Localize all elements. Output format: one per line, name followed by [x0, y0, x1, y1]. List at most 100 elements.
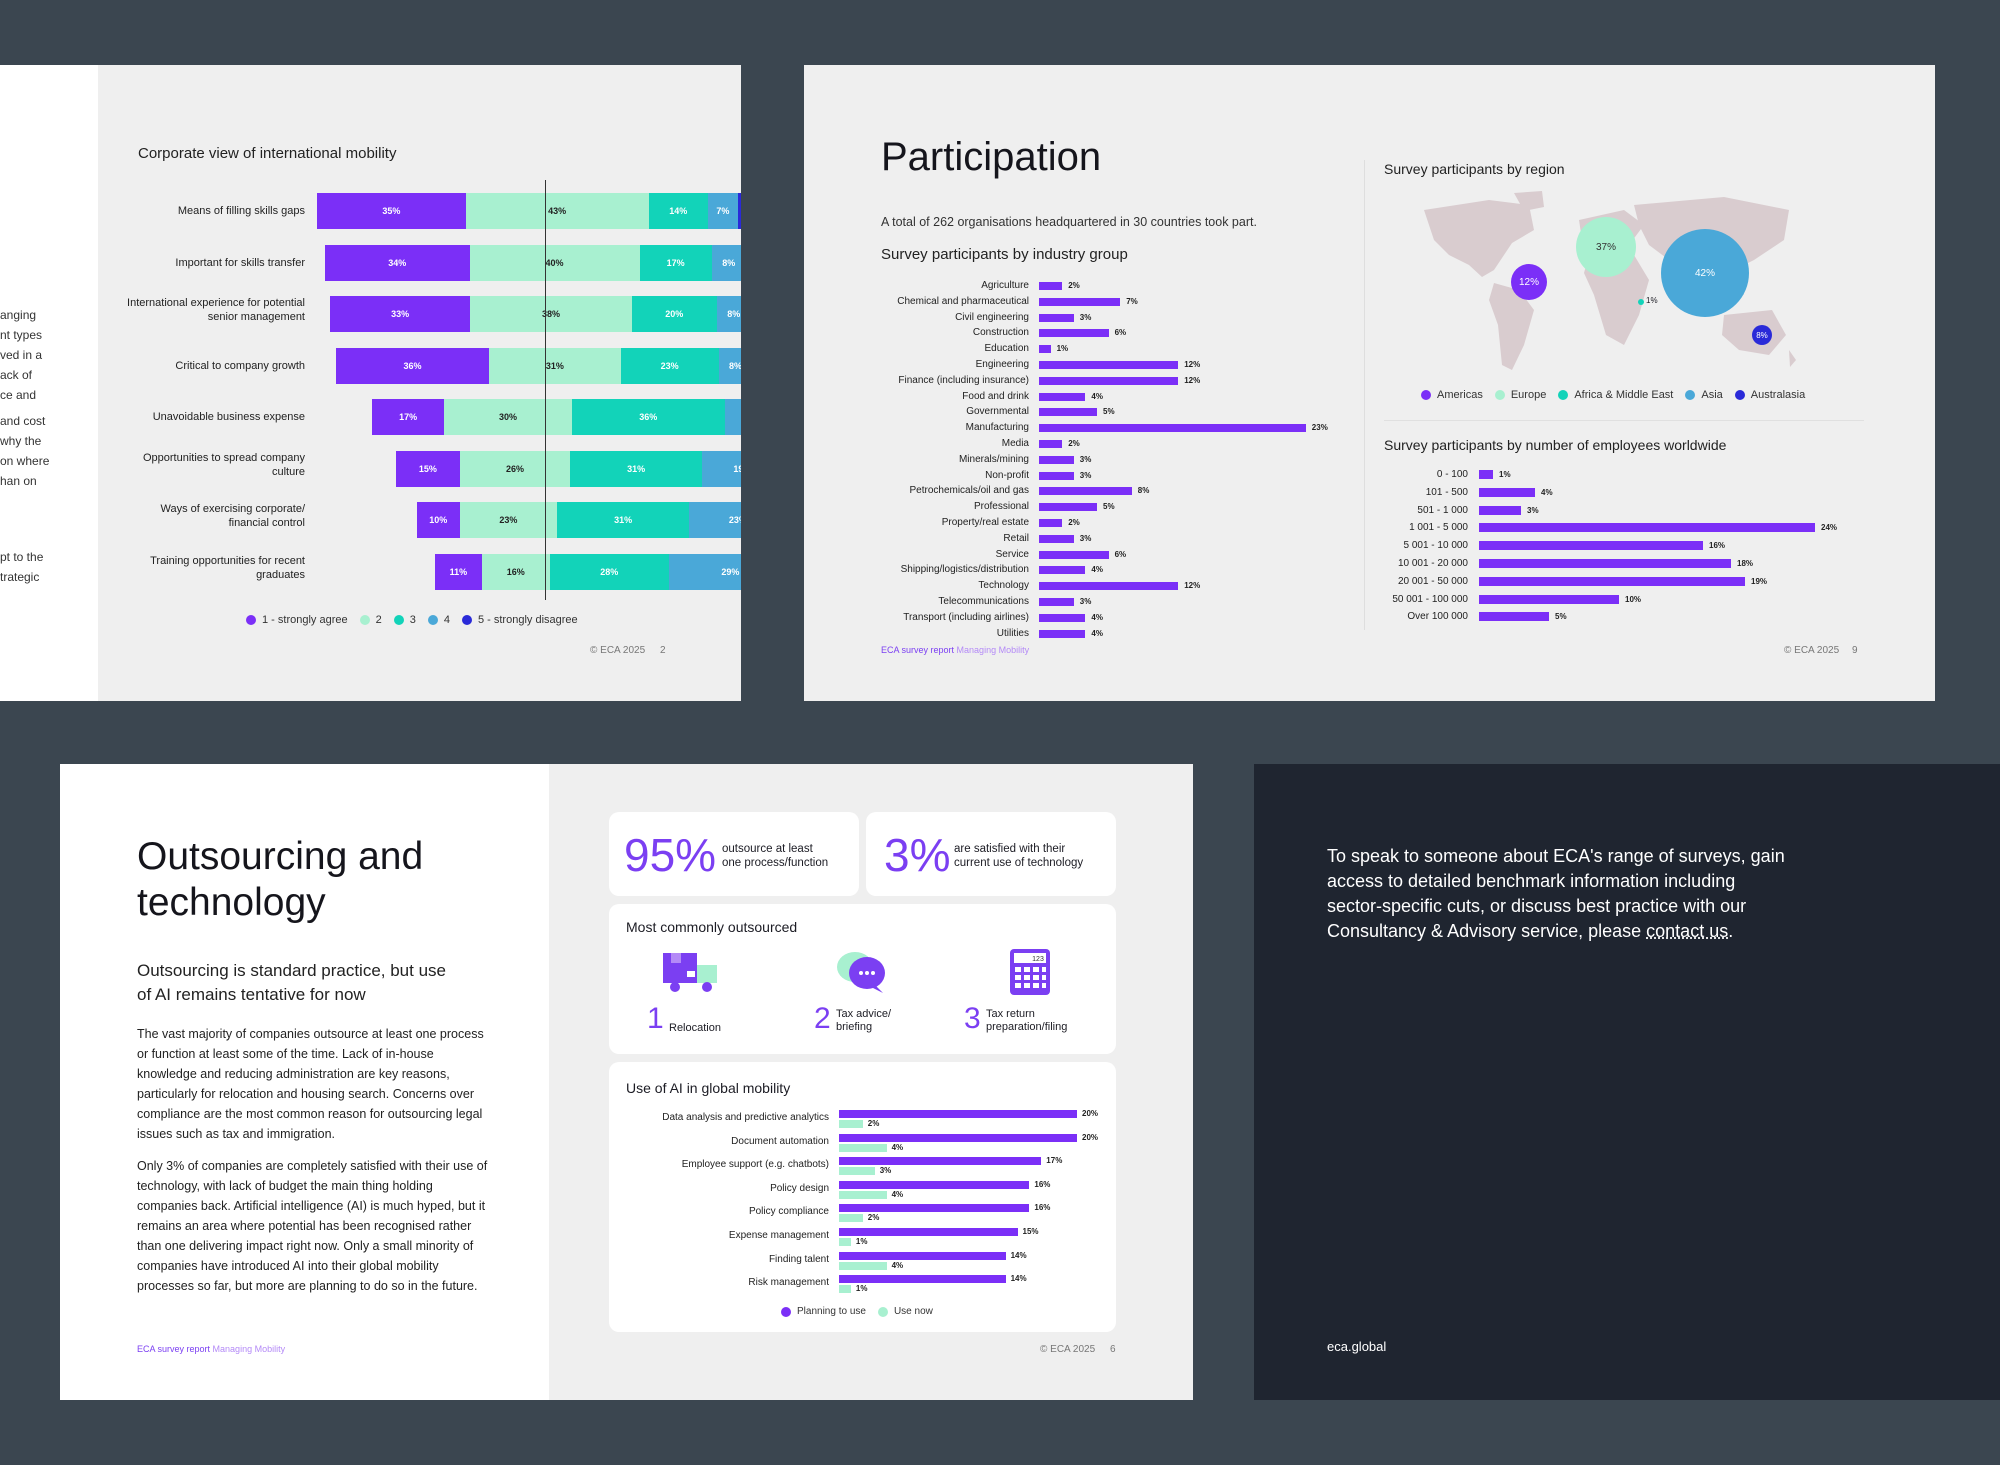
cut-text-line: why the [0, 434, 42, 448]
bar-segment: 33% [330, 296, 471, 332]
bar-segment: 17% [372, 399, 445, 435]
legend-swatch [246, 615, 256, 625]
industry-bar [1039, 534, 1074, 543]
ai-bar [839, 1204, 1030, 1213]
page-number: 9 [1852, 645, 1858, 656]
footer-copyright: © ECA 2025 [590, 645, 646, 656]
bar-label: Utilities [996, 627, 1029, 639]
employee-bar [1479, 612, 1549, 622]
bar-segment: 19% [702, 450, 741, 487]
bar-segment: 26% [459, 450, 571, 487]
bar-label: Policy compliance [748, 1206, 829, 1218]
industry-bar [1039, 471, 1074, 480]
bar-value: 1% [1056, 344, 1069, 354]
region-bubble: 8% [1752, 325, 1772, 345]
industry-bar [1039, 503, 1097, 512]
contact-line: sector-specific cuts, or discuss best pr… [1327, 896, 1747, 916]
bar-value: 1% [855, 1237, 868, 1246]
bar-segment: 31% [557, 502, 689, 538]
employee-bar [1479, 505, 1521, 515]
bar-label: Education [984, 343, 1029, 355]
bar-label: Engineering [975, 359, 1029, 370]
bar-value: 5% [1103, 502, 1115, 512]
bar-label: Manufacturing [965, 422, 1029, 434]
ai-card: Use of AI in global mobility Data analys… [609, 1062, 1116, 1332]
legend-item: Americas [1421, 389, 1483, 401]
bar-value: 2% [1068, 518, 1080, 527]
bar-segment: 40% [469, 244, 640, 281]
cut-text-line: ce and [0, 388, 37, 402]
bar-value: 4% [891, 1260, 904, 1270]
contact-line-suffix: . [1728, 921, 1734, 941]
cut-text-line: nt types [0, 328, 43, 342]
industry-bar [1039, 629, 1086, 638]
bar-segment: 43% [465, 193, 649, 229]
bar-label: 501 - 1 000 [1417, 504, 1468, 516]
bar-segment: 38% [470, 296, 632, 332]
bar-segment: 16% [481, 553, 550, 590]
bar-label: Expense management [728, 1230, 829, 1241]
bar-label: 10 001 - 20 000 [1397, 558, 1468, 569]
paragraph: Only 3% of companies are completely sati… [137, 1159, 488, 1293]
bar-label: Finance (including insurance) [898, 374, 1029, 386]
bar-segment [737, 193, 741, 229]
bar-value: 12% [1184, 581, 1201, 591]
region-bubble: 42% [1661, 229, 1749, 317]
employee-bar [1479, 470, 1493, 479]
legend-label: Europe [1510, 389, 1547, 401]
bar-value: 5% [1103, 407, 1115, 417]
lead-text: Outsourcing is standard practice, but us… [137, 959, 446, 1007]
bar-value: 3% [1079, 312, 1092, 322]
ai-bar [839, 1120, 863, 1128]
bar-segment: 23% [459, 502, 558, 538]
bar-segment: 8% [716, 296, 741, 332]
bar-segment: 23% [689, 502, 741, 538]
contact-text: To speak to someone about ECA's range of… [1327, 844, 1927, 944]
bar-value: 23% [1311, 423, 1328, 433]
legend-label: 3 [409, 614, 416, 626]
bar-segment: 30% [444, 399, 572, 435]
ai-bar [839, 1110, 1077, 1118]
site-url[interactable]: eca.global [1327, 1339, 1387, 1354]
bar-value: 4% [891, 1189, 904, 1199]
legend-item: 4 [427, 614, 450, 626]
ai-bar [839, 1214, 863, 1223]
region-legend: Americas Europe Africa & Middle East Asia Au… [1421, 389, 1817, 401]
bar-value: 1% [1499, 470, 1511, 479]
footer-report-name: ECA survey report [137, 1344, 211, 1354]
contact-line-final: Consultancy & Advisory service, please c… [1327, 919, 1927, 944]
bar-label: 50 001 - 100 000 [1392, 593, 1468, 605]
page-number: 6 [1110, 1344, 1116, 1355]
legend-label: Australasia [1750, 389, 1806, 401]
bar-label: Chemical and pharmaceutical [897, 295, 1029, 307]
industry-bar [1039, 345, 1051, 354]
stacked-bar: 34% 40% 17% 8% [325, 244, 741, 281]
cut-text-line: pt to the [0, 550, 44, 564]
bar-value: 3% [1079, 533, 1092, 543]
bar-label: Retail [1003, 532, 1029, 544]
ai-bar [839, 1167, 875, 1176]
bar-label: Agriculture [981, 280, 1029, 291]
bar-label: Risk management [748, 1277, 829, 1289]
bar-value: 3% [1079, 597, 1092, 606]
bar-label: 0 - 100 [1436, 469, 1468, 480]
contact-us-link[interactable]: contact us [1646, 921, 1729, 941]
row-label: Opportunities to spread company culture [142, 451, 305, 478]
bar-value: 4% [1091, 565, 1103, 575]
calculator-icon: 123 [1010, 949, 1050, 995]
bar-label: Finding talent [768, 1253, 829, 1265]
legend-swatch [393, 615, 404, 625]
page-outsourcing: Outsourcing and technology Outsourcing i… [60, 764, 1193, 1400]
outsourced-card: Most commonly outsourced 123 1 Reloc [609, 904, 1116, 1054]
rank-label-line: Tax return [986, 1008, 1035, 1020]
paragraph: The vast majority of companies outsource… [137, 1027, 484, 1141]
footer-copyright: © ECA 2025 [1784, 645, 1840, 656]
rank-number: 3 [964, 1002, 981, 1035]
ai-bar [839, 1285, 851, 1294]
bar-segment: 14% [648, 193, 708, 229]
bar-label: Food and drink [962, 390, 1029, 402]
rank-label: Tax advice/briefing [836, 1008, 891, 1034]
bar-value: 20% [1082, 1109, 1099, 1118]
bar-segment: 13% [724, 399, 741, 435]
bar-segment: 7% [708, 193, 738, 229]
